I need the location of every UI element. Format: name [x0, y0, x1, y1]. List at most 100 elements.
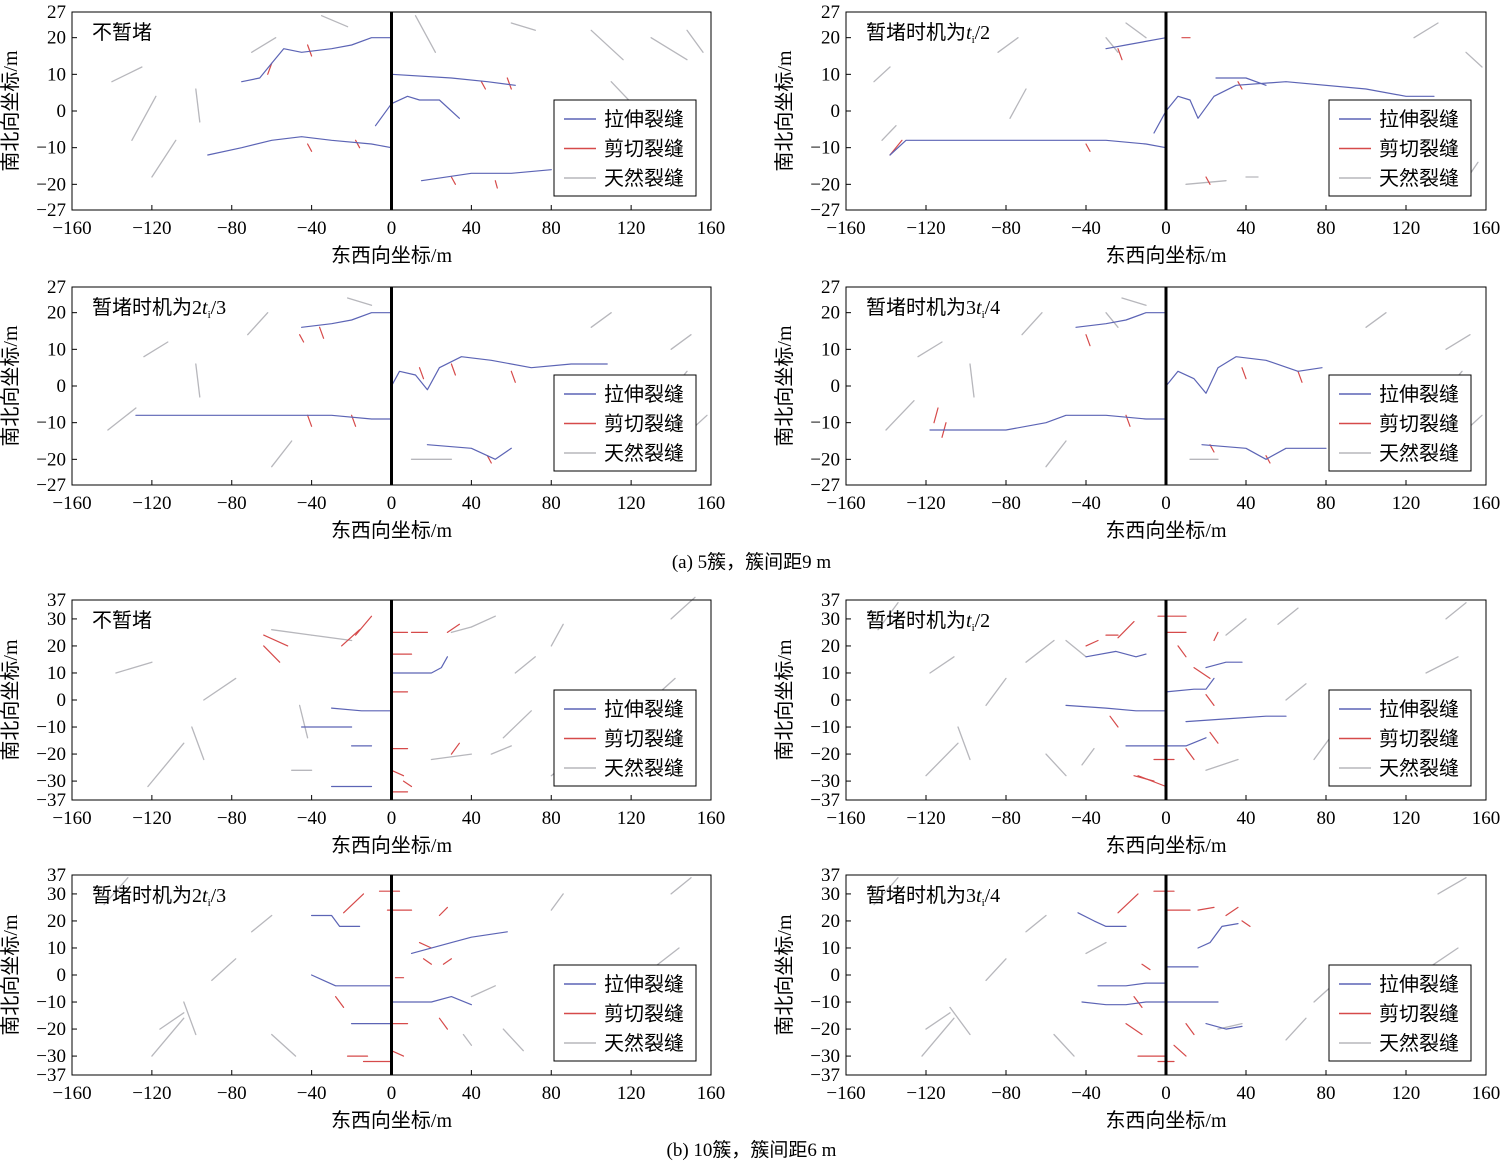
y-tick-label: 0 [57, 690, 67, 711]
y-axis-label: 南北向坐标/m [0, 914, 22, 1036]
fracture-segment [1025, 639, 1055, 663]
fracture-segment [506, 77, 512, 90]
x-tick-label: −40 [1071, 808, 1101, 829]
y-tick-label: −37 [36, 790, 66, 811]
fracture-segment [426, 444, 512, 460]
x-axis-label: 东西向坐标/m [331, 244, 453, 267]
fracture-segment [355, 615, 373, 636]
legend-label: 剪切裂缝 [1379, 1003, 1459, 1026]
fracture-segment [1153, 81, 1435, 134]
legend-label: 剪切裂缝 [604, 1003, 684, 1026]
chart-panel-8: −160 −120 −80 −40 0 40 80 120 160 −37−30 −20 −10 0 10… [773, 865, 1500, 1132]
fracture-segment [390, 73, 516, 86]
fracture-segment [418, 941, 432, 949]
fracture-segment [1117, 893, 1139, 914]
legend-label: 剪切裂缝 [1379, 413, 1459, 436]
fracture-segment [107, 407, 137, 431]
fracture-segment [414, 15, 437, 53]
x-tick-label: −120 [906, 218, 945, 239]
fracture-segment [307, 44, 313, 57]
x-tick-label: 0 [1161, 218, 1171, 239]
y-axis-label: 南北向坐标/m [0, 639, 22, 761]
fracture-segment [1097, 982, 1167, 987]
fracture-segment [1225, 906, 1239, 917]
fracture-segment [374, 95, 460, 127]
fracture-segment [241, 37, 393, 83]
x-tick-label: −160 [52, 808, 91, 829]
fracture-segment [480, 81, 486, 90]
legend-label: 拉伸裂缝 [1379, 108, 1459, 131]
fracture-segment [1009, 88, 1027, 119]
x-tick-label: 160 [1472, 1083, 1501, 1104]
x-axis-label: 东西向坐标/m [1105, 519, 1227, 542]
y-tick-label: 27 [821, 277, 840, 298]
fracture-segment [590, 29, 624, 61]
fracture-segment [1193, 666, 1211, 680]
fracture-segment [319, 326, 325, 339]
x-tick-label: −40 [297, 493, 327, 514]
fracture-segment [271, 440, 293, 468]
series-tensile [1065, 650, 1287, 747]
fracture-segment [494, 180, 498, 189]
y-tick-label: −10 [810, 717, 840, 738]
caption-a: (a) 5簇，簇间距9 m [671, 552, 832, 573]
y-tick-label: 27 [821, 2, 840, 23]
chart-panel-5: −160 −120 −80 −40 0 40 80 120 160 −37−30 −20 −10 0 10… [0, 590, 725, 857]
fracture-segment [311, 974, 393, 987]
x-tick-label: 160 [697, 808, 726, 829]
series-tensile [207, 37, 552, 182]
fracture-segment [251, 37, 277, 53]
y-tick-label: −30 [36, 1046, 66, 1067]
y-tick-label: 0 [831, 101, 841, 122]
fracture-segment [1185, 1022, 1195, 1036]
fracture-segment [159, 1012, 185, 1030]
series-shear [299, 326, 516, 464]
y-tick-label: 37 [47, 865, 66, 886]
x-tick-label: 80 [542, 1083, 561, 1104]
fracture-segment [103, 877, 129, 906]
chart-panel-4: −160 −120 −80 −40 0 40 80 120 160 −27 −20 −10 0 10 20 2… [773, 277, 1500, 542]
x-tick-label: −160 [826, 493, 865, 514]
legend-label: 拉伸裂缝 [604, 698, 684, 721]
fracture-segment [346, 297, 373, 306]
fracture-segment [438, 1017, 448, 1030]
fracture-segment [446, 623, 460, 634]
fracture-segment [1177, 645, 1187, 658]
panel-title: 不暂堵 [92, 21, 152, 44]
y-tick-label: 10 [821, 938, 840, 959]
fracture-segment [1125, 1022, 1143, 1036]
fracture-segment [307, 414, 313, 427]
x-tick-label: −120 [906, 1083, 945, 1104]
y-tick-label: 30 [821, 609, 840, 630]
legend-label: 天然裂缝 [604, 1032, 684, 1055]
series-shear [267, 44, 512, 189]
x-axis-label: 东西向坐标/m [1105, 834, 1227, 857]
y-tick-label: −27 [810, 475, 840, 496]
fracture-segment [1173, 1044, 1187, 1057]
y-tick-label: 37 [47, 590, 66, 611]
fracture-segment [298, 704, 309, 739]
x-tick-label: 80 [1317, 1083, 1336, 1104]
fracture-segment [195, 88, 201, 123]
fracture-segment [1285, 1017, 1307, 1041]
fracture-segment [1285, 683, 1307, 701]
fracture-segment [462, 1033, 473, 1046]
legend-label: 剪切裂缝 [604, 413, 684, 436]
fracture-segment [997, 37, 1019, 53]
fracture-segment [1213, 631, 1219, 642]
x-axis-label: 东西向坐标/m [1105, 244, 1227, 267]
legend-label: 天然裂缝 [604, 442, 684, 465]
y-tick-label: −30 [810, 771, 840, 792]
fracture-segment [957, 726, 971, 761]
fracture-segment [1205, 1022, 1243, 1030]
legend-label: 天然裂缝 [1379, 757, 1459, 780]
fracture-segment [1053, 1033, 1075, 1057]
fracture-segment [1025, 914, 1047, 933]
fracture-segment [1225, 618, 1247, 636]
fracture-segment [1437, 877, 1467, 895]
fracture-segment [889, 139, 1167, 156]
y-tick-label: −20 [36, 744, 66, 765]
